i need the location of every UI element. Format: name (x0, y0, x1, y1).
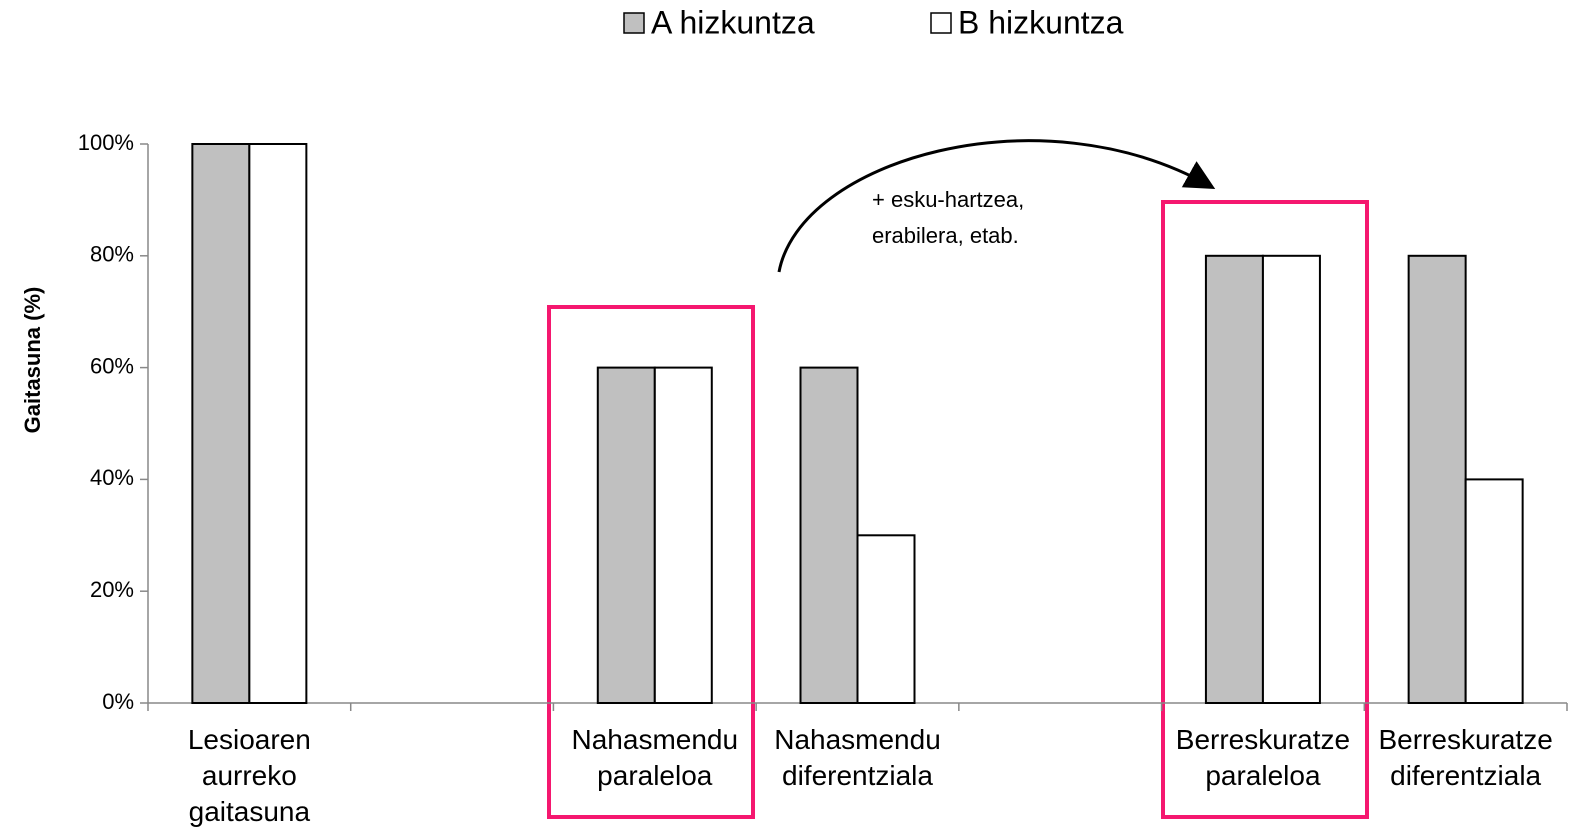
bar (1204, 254, 1264, 705)
y-tick-label: 0% (102, 689, 134, 714)
x-tick-label: Lesioaren aurreko gaitasuna (187, 724, 311, 827)
arrow (777, 139, 1216, 273)
bar (856, 534, 916, 704)
y-axis-title: Gaitasuna (%) (20, 287, 45, 434)
x-tick-label: Nahasmendu paraleloa (571, 724, 739, 791)
highlight-box (547, 305, 755, 819)
bar (1407, 254, 1467, 705)
y-tick-label: 60% (90, 353, 134, 378)
legend-label: B hizkuntza (958, 4, 1124, 40)
bar (596, 366, 656, 704)
highlight-box (1161, 200, 1369, 819)
y-tick-label: 100% (78, 130, 134, 155)
legend-label: A hizkuntza (651, 4, 815, 40)
y-tick-label: 80% (90, 242, 134, 267)
bar (1464, 478, 1524, 704)
annotation-line: erabilera, etab. (872, 223, 1019, 248)
bar (799, 366, 859, 704)
x-tick-label: Nahasmendu diferentziala (774, 724, 941, 791)
bar (248, 143, 308, 704)
y-tick-label: 20% (90, 577, 134, 602)
legend-swatch (930, 12, 952, 34)
bar (191, 143, 251, 704)
x-tick-label: Berreskuratze paraleloa (1175, 724, 1351, 791)
bar (1261, 254, 1321, 705)
annotation-line: + esku-hartzea, (872, 187, 1025, 212)
y-tick-label: 40% (90, 465, 134, 490)
legend-swatch (623, 12, 645, 34)
annotation: + esku-hartzea, erabilera, etab. (872, 182, 1024, 254)
bar (653, 366, 713, 704)
x-tick-label: Berreskuratze diferentziala (1378, 724, 1553, 791)
